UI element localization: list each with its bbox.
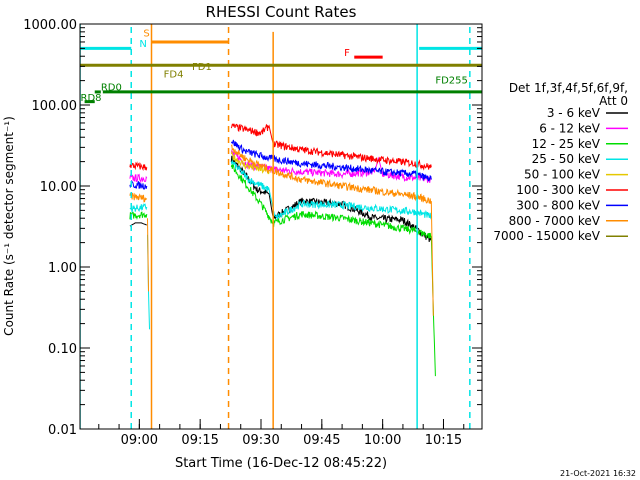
series-line-300-800-kev [230,139,432,182]
series-line-100-300-kev [230,123,432,171]
flag-label: FD4 [164,69,184,80]
x-tick-label: 09:30 [242,433,279,448]
legend-label: 7000 - 15000 keV [493,229,600,243]
flag-label: RD0 [101,83,122,94]
flag-label: S [143,29,149,40]
legend-label: 800 - 7000 keV [509,214,601,228]
series-line-800-7000-kev [430,201,434,316]
series-line-12-25-kev [230,163,432,239]
flag-label: RD8 [81,93,102,104]
series-line-25-50-kev [230,159,432,220]
y-axis-label: Count Rate (s⁻¹ detector segment⁻¹) [2,116,16,336]
plot-frame [79,23,483,430]
x-tick-label: 09:00 [121,433,158,448]
flag-label: F [344,48,350,59]
x-tick-label: 09:45 [303,433,340,448]
footer-timestamp: 21-Oct-2021 16:32 [560,469,636,478]
series-line-3-6-kev [129,222,147,227]
series-line-800-7000-kev [230,143,432,204]
y-tick-label: 100.00 [32,99,78,114]
series-line-300-800-kev [129,179,148,190]
legend-label: 3 - 6 keV [547,106,601,120]
legend-title: Att 0 [599,94,628,108]
y-tick-label: 1.00 [48,261,77,276]
flag-label: FD1 [192,62,212,73]
y-tick-label: 1000.00 [23,18,77,33]
chart-title: RHESSI Count Rates [206,3,357,21]
x-tick-label: 10:15 [425,433,462,448]
x-tick-label: 09:15 [181,433,218,448]
legend-label: 300 - 800 keV [516,198,600,212]
y-tick-label: 10.00 [40,180,77,195]
flag-label: FD255 [435,75,468,86]
x-axis-label: Start Time (16-Dec-12 08:45:22) [175,456,387,471]
x-tick-label: 10:00 [364,433,401,448]
series-line-100-300-kev [129,161,148,172]
series-line-50-100-kev [230,150,270,175]
series-line-12-25-kev [129,211,148,221]
series-line-25-50-kev [129,203,148,213]
legend-label: 50 - 100 keV [524,168,601,182]
legend-label: 100 - 300 keV [516,183,600,197]
y-tick-label: 0.10 [48,342,77,357]
series-line-6-12-kev [129,173,148,184]
legend-label: 12 - 25 keV [532,137,601,151]
legend-label: 6 - 12 keV [539,121,601,135]
legend-label: 25 - 50 keV [532,152,601,166]
series-line-800-7000-kev [147,218,149,292]
flag-label: N [139,39,146,50]
y-tick-label: 0.01 [48,423,77,438]
series-line-800-7000-kev [129,192,148,203]
legend-title: Det 1f,3f,4f,5f,6f,9f, [509,81,628,95]
